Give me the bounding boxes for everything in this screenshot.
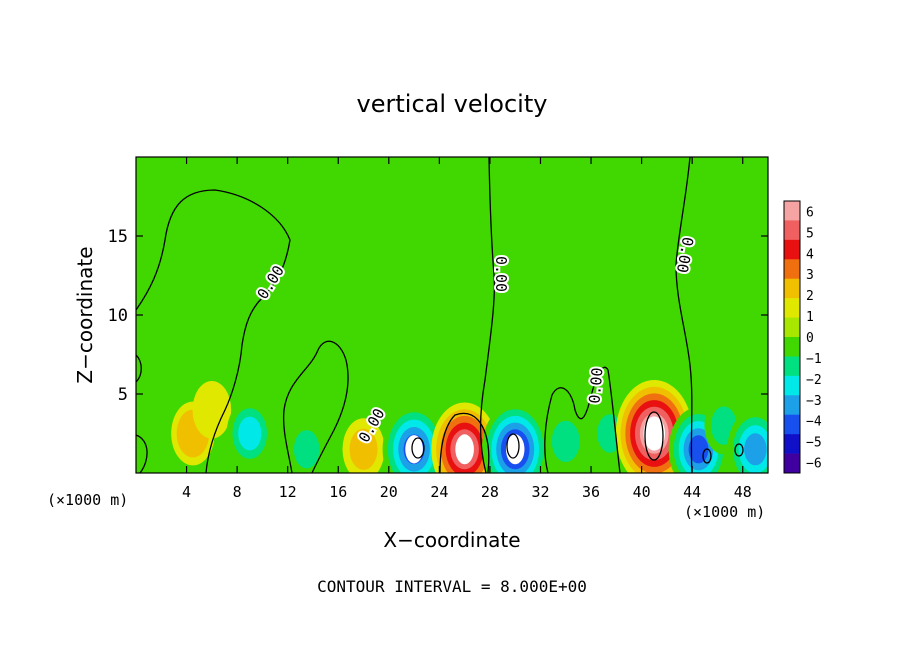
velocity-level	[300, 439, 314, 459]
contour-interval-note: CONTOUR INTERVAL = 8.000E+00	[317, 577, 587, 596]
y-tick-label: 5	[118, 385, 128, 405]
velocity-anomaly	[481, 402, 549, 473]
colorbar-label: −4	[806, 415, 822, 430]
velocity-level	[187, 425, 199, 442]
colorbar-label: −2	[806, 373, 822, 388]
velocity-level	[749, 441, 761, 458]
colorbar-swatch	[784, 239, 800, 260]
velocity-level	[717, 416, 731, 436]
velocity-anomaly	[226, 399, 273, 468]
velocity-core	[643, 416, 666, 451]
colorbar-label: 4	[806, 247, 814, 262]
zero-contours	[136, 157, 744, 473]
velocity-anomaly	[431, 402, 498, 473]
colorbar-label: 2	[806, 289, 814, 304]
chart-title: vertical velocity	[357, 90, 548, 118]
contour-line	[439, 412, 490, 473]
colorbar-swatch	[784, 434, 800, 454]
x-axis: 4 8 12 16 20 24 28 32 36 40 44 48	[182, 157, 752, 501]
contour-line	[506, 433, 520, 459]
colorbar: 6 5 4 3 2 1 0 −1 −2 −3 −4 −5 −6	[783, 200, 822, 474]
velocity-level	[558, 431, 573, 452]
contour-line	[282, 340, 349, 473]
velocity-anomaly	[544, 410, 587, 473]
contour-line	[136, 189, 291, 473]
velocity-level	[603, 423, 617, 444]
x-tick-label: 4	[182, 483, 191, 501]
colorbar-label: −1	[806, 352, 822, 367]
y-tick-label: 10	[108, 306, 128, 326]
velocity-level	[243, 425, 256, 442]
x-tick-label: 12	[279, 483, 297, 501]
velocity-level	[205, 400, 219, 420]
colorbar-swatch	[784, 298, 800, 318]
x-tick-label: 20	[380, 483, 398, 501]
x-tick-label: 36	[582, 483, 600, 501]
colorbar-label: 5	[806, 226, 814, 241]
contour-line	[644, 411, 664, 461]
colorbar-swatch	[784, 356, 800, 377]
velocity-level	[356, 439, 371, 460]
x-tick-label: 40	[633, 483, 651, 501]
colorbar-swatch	[784, 453, 800, 474]
colorbar-label: −5	[806, 436, 822, 451]
contour-line	[136, 434, 148, 473]
colorbar-label: 6	[806, 206, 814, 221]
colorbar-label: −3	[806, 394, 822, 409]
contour-line	[675, 157, 693, 473]
velocity-anomaly	[192, 381, 232, 439]
colorbar-label: 0	[806, 331, 814, 346]
velocity-anomaly	[342, 418, 385, 473]
x-unit-right: (×1000 m)	[684, 503, 765, 521]
contour-line	[479, 157, 496, 473]
colorbar-swatch	[784, 337, 800, 357]
colorbar-label: 1	[806, 310, 814, 325]
colorbar-swatch	[784, 259, 800, 280]
colorbar-swatch	[784, 395, 800, 416]
velocity-level	[693, 442, 704, 457]
colorbar-swatch	[784, 201, 800, 221]
velocity-field	[171, 380, 768, 473]
velocity-core	[405, 435, 423, 464]
contour-line	[544, 366, 621, 473]
contour-line	[136, 354, 142, 383]
velocity-anomaly	[727, 409, 768, 473]
plot-area: 0.00 0.00 0.00 0.00 0.00 4 8 12 16 20 24 28 32 3…	[108, 156, 769, 501]
velocity-core	[455, 434, 474, 465]
velocity-anomaly	[287, 420, 326, 473]
x-tick-label: 16	[329, 483, 347, 501]
contour-line	[411, 437, 425, 459]
velocity-anomaly	[382, 404, 446, 473]
contour-label: 0.00	[585, 367, 606, 405]
colorbar-swatch	[784, 375, 800, 396]
x-tick-label: 8	[233, 483, 242, 501]
colorbar-swatch	[784, 278, 800, 299]
colorbar-label: 3	[806, 268, 814, 283]
x-tick-label: 28	[481, 483, 499, 501]
x-tick-label: 44	[683, 483, 701, 501]
colorbar-frame	[783, 200, 801, 474]
colorbar-swatch	[784, 414, 800, 435]
contour-line	[702, 448, 712, 464]
x-tick-label: 48	[734, 483, 752, 501]
y-tick-label: 15	[108, 227, 128, 247]
y-axis: 5 10 15	[108, 227, 768, 405]
contour-line	[734, 443, 744, 457]
contour-label: 0.00	[492, 256, 510, 292]
colorbar-swatch	[784, 220, 800, 241]
x-tick-label: 32	[531, 483, 549, 501]
x-unit-left: (×1000 m)	[47, 491, 128, 509]
colorbar-label: −6	[806, 457, 822, 472]
colorbar-swatch	[784, 317, 800, 338]
x-tick-label: 24	[430, 483, 448, 501]
x-axis-label: X−coordinate	[383, 528, 520, 552]
y-axis-label: Z−coordinate	[73, 246, 97, 383]
